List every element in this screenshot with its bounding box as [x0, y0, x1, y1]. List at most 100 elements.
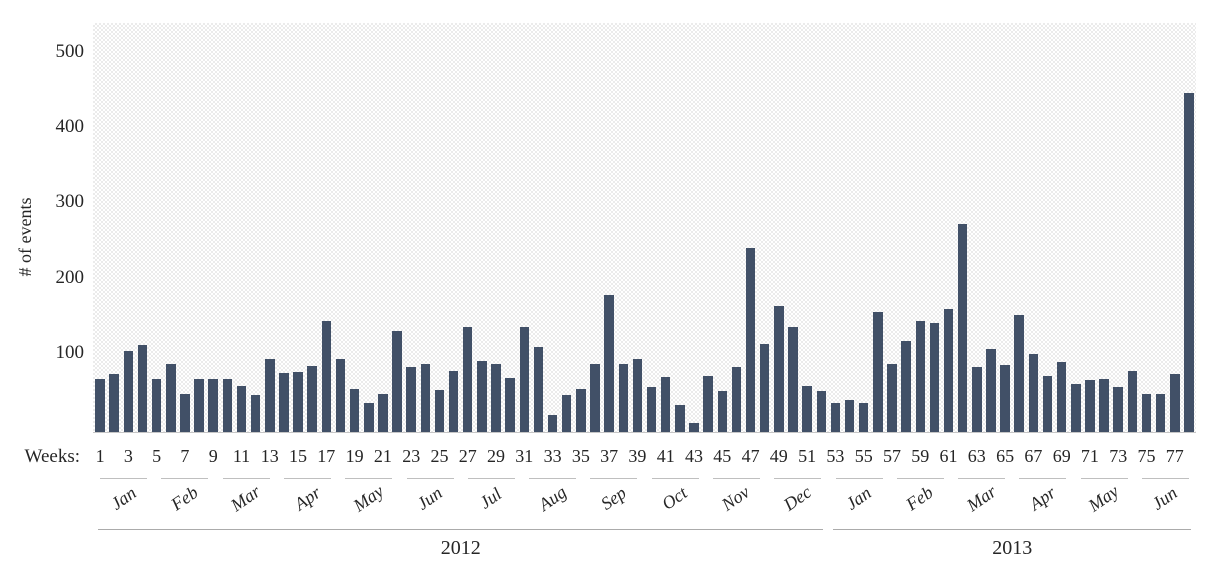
- month-bracket-line: [161, 478, 209, 479]
- y-tick-400: 400: [55, 116, 85, 137]
- month-label-nov-10: Nov: [718, 481, 754, 515]
- bar-week-28: [477, 361, 487, 432]
- week-tick-29: 29: [487, 446, 505, 466]
- month-bracket-line: [222, 478, 270, 479]
- bar-week-67: [1028, 354, 1039, 432]
- month-bracket-line: [1141, 478, 1189, 479]
- plot-area: [93, 23, 1196, 433]
- bar-week-11: [236, 386, 247, 432]
- month-label-apr-15: Apr: [1025, 482, 1060, 515]
- week-tick-69: 69: [1052, 446, 1071, 466]
- month-label-sep-8: Sep: [596, 482, 630, 514]
- month-label-dec-11: Dec: [779, 481, 815, 515]
- week-tick-57: 57: [883, 446, 901, 466]
- bar-week-52: [816, 391, 826, 432]
- month-bracket-line: [406, 478, 454, 479]
- year-label-2012: 2012: [440, 537, 481, 559]
- week-tick-43: 43: [685, 446, 703, 466]
- month-label-feb-13: Feb: [902, 481, 937, 515]
- week-tick-25: 25: [430, 446, 449, 466]
- bar-week-76: [1155, 394, 1166, 432]
- bar-week-27: [462, 327, 473, 432]
- month-label-jan-12: Jan: [842, 482, 875, 514]
- week-tick-35: 35: [571, 446, 590, 466]
- week-tick-77: 77: [1165, 446, 1184, 466]
- bar-week-29: [491, 364, 501, 432]
- bar-week-37: [604, 295, 614, 432]
- bar-week-22: [392, 331, 402, 432]
- week-tick-11: 11: [232, 446, 251, 466]
- bar-week-12: [250, 395, 261, 432]
- bar-week-31: [519, 327, 530, 432]
- month-label-mar-2: Mar: [227, 481, 265, 516]
- bar-week-2: [109, 374, 119, 432]
- bar-week-57: [887, 364, 897, 432]
- y-tick-200: 200: [55, 267, 85, 288]
- month-label-may-16: May: [1084, 480, 1123, 516]
- week-tick-3: 3: [123, 446, 133, 466]
- bar-week-32: [533, 347, 544, 432]
- week-tick-47: 47: [741, 446, 760, 466]
- month-bracket-line: [712, 478, 760, 479]
- bar-week-59: [915, 321, 925, 432]
- bar-week-34: [561, 395, 572, 432]
- bar-week-14: [279, 373, 289, 432]
- week-tick-71: 71: [1080, 446, 1099, 466]
- bar-week-44: [703, 376, 713, 432]
- week-tick-55: 55: [854, 446, 873, 466]
- week-tick-63: 63: [967, 446, 986, 466]
- bar-week-24: [420, 364, 431, 432]
- week-tick-39: 39: [628, 446, 647, 466]
- bar-week-46: [731, 367, 742, 432]
- week-tick-27: 27: [458, 446, 477, 466]
- week-tick-45: 45: [713, 446, 732, 466]
- month-bracket-line: [345, 478, 393, 479]
- bar-week-55: [858, 403, 869, 432]
- bar-week-16: [307, 366, 317, 432]
- bar-week-77: [1170, 374, 1180, 432]
- bar-week-60: [929, 323, 940, 432]
- bar-week-51: [802, 386, 812, 432]
- month-label-feb-1: Feb: [167, 481, 202, 515]
- bar-week-18: [335, 359, 346, 432]
- bar-week-3: [123, 351, 134, 432]
- month-label-jul-6: Jul: [475, 483, 506, 513]
- bar-week-56: [873, 312, 883, 432]
- week-tick-7: 7: [180, 446, 190, 466]
- bar-week-71: [1085, 380, 1095, 432]
- month-label-may-4: May: [349, 480, 388, 516]
- month-label-jun-5: Jun: [413, 482, 446, 514]
- bar-week-58: [901, 341, 911, 432]
- bar-week-25: [434, 390, 445, 432]
- bar-week-54: [844, 400, 855, 432]
- bar-week-9: [208, 379, 218, 432]
- bar-week-30: [505, 378, 515, 432]
- bar-week-61: [943, 309, 954, 432]
- bar-week-75: [1141, 394, 1152, 432]
- bar-week-19: [349, 389, 360, 432]
- month-label-mar-14: Mar: [962, 481, 1000, 516]
- bar-week-23: [406, 367, 416, 432]
- month-bracket-line: [467, 478, 515, 479]
- bar-week-8: [194, 379, 204, 432]
- month-bracket-line: [100, 478, 148, 479]
- bar-week-49: [774, 306, 784, 432]
- bar-week-17: [321, 321, 332, 432]
- bar-week-47: [745, 248, 756, 432]
- y-tick-300: 300: [55, 191, 85, 212]
- week-tick-61: 61: [939, 446, 958, 466]
- month-bracket-line: [774, 478, 822, 479]
- bar-week-38: [618, 364, 629, 432]
- bar-week-66: [1014, 315, 1024, 432]
- month-bracket-line: [529, 478, 577, 479]
- week-tick-1: 1: [95, 446, 105, 466]
- bar-week-65: [1000, 365, 1010, 432]
- bar-week-64: [986, 349, 996, 432]
- week-tick-31: 31: [515, 446, 534, 466]
- bar-week-42: [675, 405, 685, 432]
- month-bracket-line: [284, 478, 331, 479]
- y-tick-500: 500: [55, 41, 85, 62]
- week-tick-53: 53: [826, 446, 845, 466]
- bar-week-26: [448, 371, 459, 432]
